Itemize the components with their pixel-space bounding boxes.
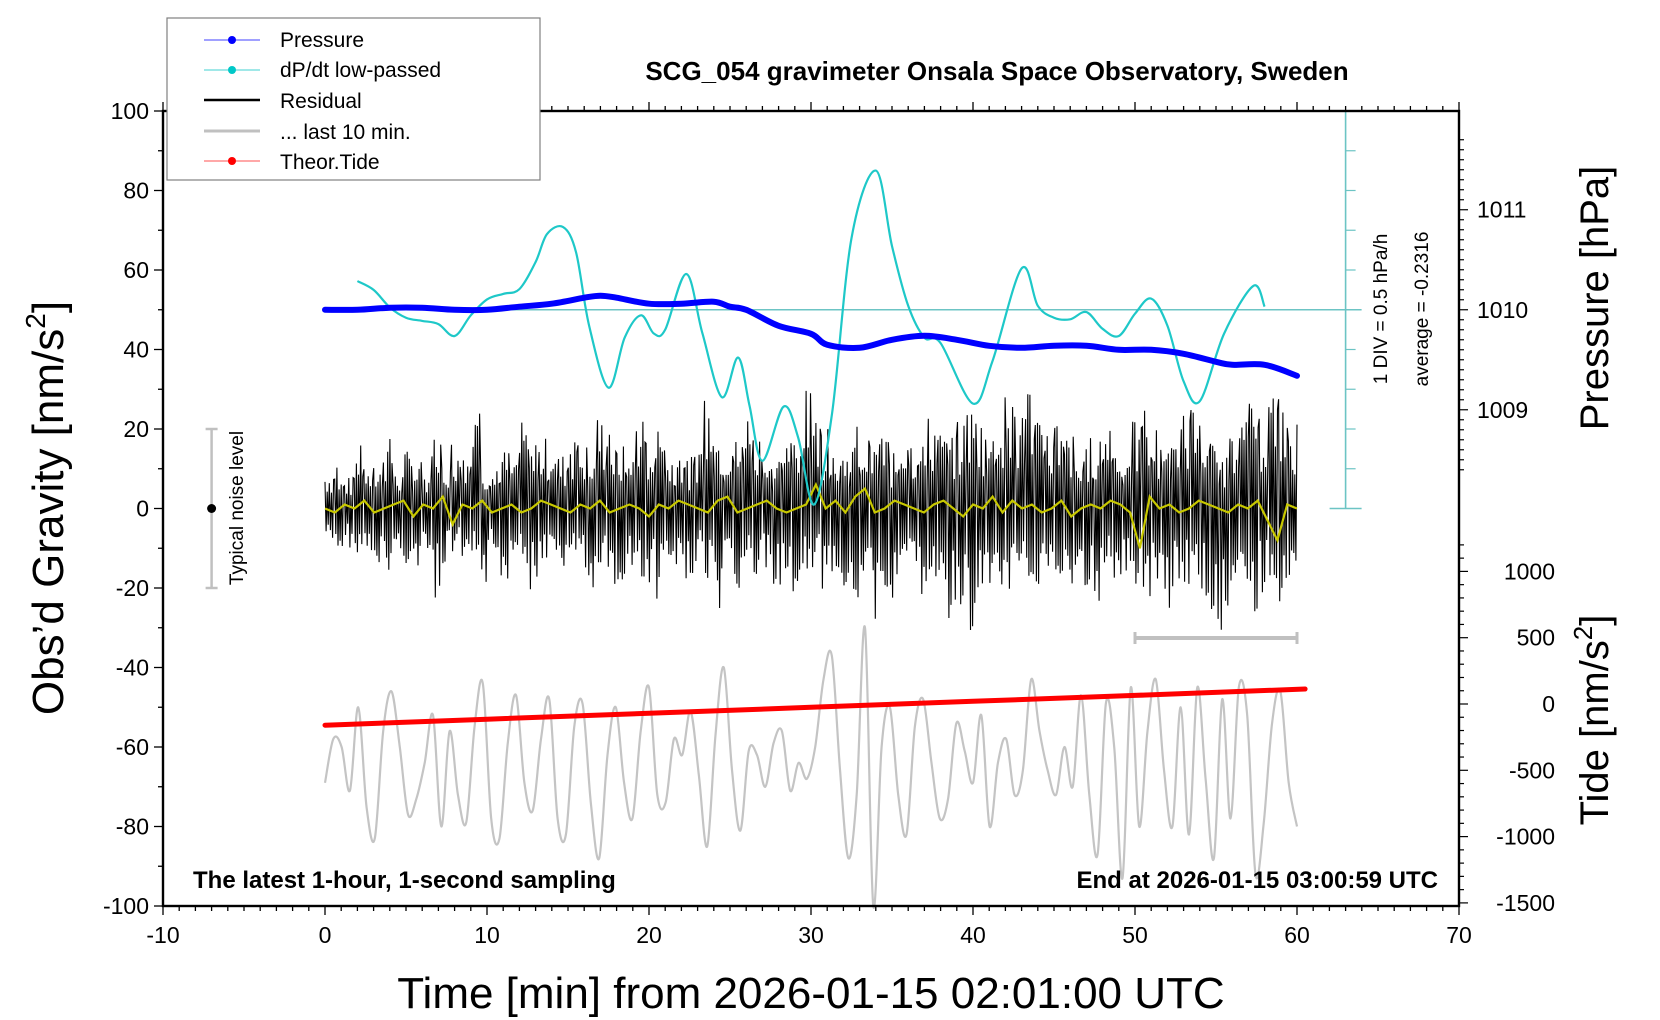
y-tick-label: 100: [111, 98, 149, 124]
x-tick-label: 20: [636, 922, 662, 948]
x-tick-label: 10: [474, 922, 500, 948]
legend-label-pressure: Pressure: [280, 29, 364, 52]
pressure-tick-label: 1009: [1477, 397, 1528, 423]
y-axis-title: Obs’d Gravity [nm/s2]: [20, 301, 73, 715]
tide-axis-title-end: ]: [1573, 615, 1617, 626]
y-tick-label: -20: [116, 575, 149, 601]
legend-entry-residual: Residual: [204, 90, 362, 113]
tide-tick-label: 500: [1517, 625, 1555, 651]
chart-title: SCG_054 gravimeter Onsala Space Observat…: [645, 56, 1348, 86]
pressure-axis-title: Pressure [hPa]: [1573, 166, 1617, 431]
legend-marker-tide: [228, 157, 236, 165]
pressure-tick-label: 1011: [1477, 197, 1526, 223]
y-tick-label: 0: [136, 496, 149, 522]
legend-label-residual: Residual: [280, 90, 362, 113]
x-tick-label: 0: [319, 922, 332, 948]
x-axis-title: Time [min] from 2026-01-15 02:01:00 UTC: [397, 969, 1224, 1018]
legend-label-dpdt: dP/dt low-passed: [280, 59, 441, 82]
series-pressure-line: [322, 292, 1300, 379]
series-dpdt-line: [356, 169, 1266, 506]
series-layer: [322, 169, 1308, 909]
y-tick-label: -40: [116, 655, 149, 681]
x-tick-label: 30: [798, 922, 824, 948]
tide-tick-label: -500: [1509, 757, 1555, 783]
legend-marker-dpdt: [228, 66, 236, 74]
noise-level-center-dot: [207, 504, 217, 513]
legend-entry-dpdt: dP/dt low-passed: [204, 59, 441, 82]
y-axis-title-end: ]: [24, 301, 73, 313]
legend-label-last10: ... last 10 min.: [280, 121, 411, 144]
bottom-right-annotation: End at 2026-01-15 03:00:59 UTC: [1077, 867, 1439, 894]
legend-entry-pressure: Pressure: [204, 29, 364, 52]
series-last10-line: [323, 625, 1299, 909]
y-tick-label: 80: [123, 178, 149, 204]
x-tick-label: 40: [960, 922, 986, 948]
noise-level-label: Typical noise level: [227, 431, 248, 585]
legend-entry-tide: Theor.Tide: [204, 151, 380, 174]
x-tick-label: 50: [1122, 922, 1148, 948]
legend: Pressure dP/dt low-passed Residual ... l…: [166, 17, 541, 181]
y-axis-title-main: Obs’d Gravity [nm/s: [24, 329, 73, 715]
y-tick-label: 40: [123, 337, 149, 363]
legend-entry-last10: ... last 10 min.: [204, 121, 411, 144]
axes-layer: -10 0 10 20 30 40 50 60 70-100-80-60-40-20020406…: [103, 98, 1555, 948]
legend-label-tide: Theor.Tide: [280, 151, 380, 174]
tide-tick-label: 1000: [1504, 558, 1555, 584]
y-tick-label: -80: [116, 814, 149, 840]
tide-tick-label: -1500: [1496, 890, 1555, 916]
x-tick-label: 70: [1446, 922, 1472, 948]
x-tick-label: 60: [1284, 922, 1310, 948]
tide-axis-title: Tide [nm/s2]: [1568, 615, 1617, 826]
tide-axis-title-sup: 2: [1568, 626, 1598, 640]
legend-marker-pressure: [228, 36, 236, 44]
y-tick-label: 60: [123, 257, 149, 283]
pressure-tick-label: 1010: [1477, 297, 1528, 323]
series-tide-line: [322, 686, 1308, 728]
y-tick-label: -60: [116, 734, 149, 760]
tide-axis-title-main: Tide [nm/s: [1573, 640, 1617, 825]
scale-div-label: 1 DIV = 0.5 hPa/h: [1371, 234, 1392, 385]
scale-average-label: average = -0.2316: [1412, 232, 1433, 387]
bottom-left-annotation: The latest 1-hour, 1-second sampling: [193, 867, 616, 894]
tide-tick-label: -1000: [1496, 824, 1555, 850]
y-tick-label: -100: [103, 893, 149, 919]
series-residual-smooth-line: [324, 481, 1298, 549]
series-residual-line: [324, 390, 1298, 631]
x-tick-label: -10: [146, 922, 179, 948]
y-axis-title-sup: 2: [20, 313, 51, 329]
tide-tick-label: 0: [1542, 691, 1555, 717]
y-tick-label: 20: [123, 416, 149, 442]
